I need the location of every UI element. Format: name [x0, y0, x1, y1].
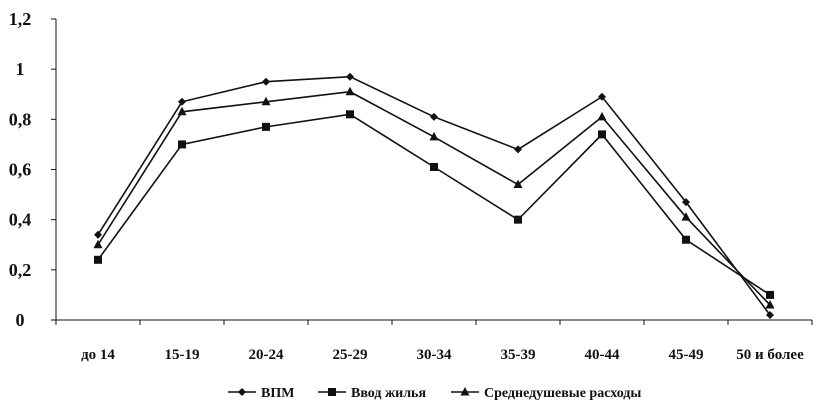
data-point	[514, 145, 522, 154]
y-tick-label: 0	[16, 310, 25, 330]
data-point	[94, 230, 102, 239]
x-tick-label: 20-24	[249, 347, 284, 363]
data-point	[765, 299, 775, 309]
legend-entry: Ввод жилья	[318, 386, 426, 401]
legend-marker	[238, 388, 246, 396]
y-tick-label: 0,6	[9, 160, 32, 180]
series-line	[97, 90, 771, 306]
x-tick-label: 30-34	[417, 347, 452, 363]
legend: ВПМ Ввод жилья Среднедушевые расходы	[228, 386, 641, 401]
series-line	[97, 75, 771, 316]
data-point	[597, 111, 607, 121]
data-point	[178, 97, 186, 106]
legend-entry: Среднедушевые расходы	[451, 386, 641, 401]
series-1	[94, 72, 774, 319]
data-point	[261, 96, 271, 106]
data-point	[429, 131, 439, 141]
legend-label: ВПМ	[261, 386, 294, 401]
data-point	[682, 235, 690, 244]
x-tick-label: 50 и более	[736, 347, 804, 363]
data-point	[346, 110, 354, 119]
y-tick-label: 1	[16, 59, 25, 79]
x-axis: до 14 15-19 20-24 25-29 30-34 35-39 40-44 45-49…	[55, 319, 813, 363]
data-point	[93, 239, 103, 249]
data-point	[345, 86, 355, 96]
x-tick-label: 15-19	[165, 347, 200, 363]
legend-entry: ВПМ	[228, 386, 294, 401]
y-tick-label: 0,4	[9, 210, 32, 230]
data-point	[598, 92, 606, 101]
data-point	[346, 72, 354, 81]
y-axis: 0 0,2 0,4 0,6 0,8 1 1,2	[9, 9, 57, 330]
data-point	[682, 198, 690, 207]
data-point	[430, 162, 438, 171]
x-tick-label: 35-39	[501, 347, 536, 363]
data-point	[178, 140, 186, 149]
legend-marker	[328, 388, 336, 396]
x-tick-label: 45-49	[669, 347, 704, 363]
series-layer	[93, 72, 775, 319]
y-tick-label: 1,2	[9, 9, 32, 29]
series-3	[93, 86, 775, 309]
x-tick-label: до 14	[81, 347, 115, 363]
series-line	[97, 113, 771, 296]
data-point	[177, 106, 187, 116]
data-point	[513, 179, 523, 189]
data-point	[766, 310, 774, 319]
data-point	[598, 130, 606, 139]
y-tick-label: 0,8	[9, 109, 32, 129]
data-point	[94, 255, 102, 264]
y-tick-label: 0,2	[9, 260, 32, 280]
x-tick-label: 25-29	[333, 347, 368, 363]
data-point	[766, 290, 774, 299]
legend-label: Среднедушевые расходы	[484, 386, 641, 401]
data-point	[262, 122, 270, 131]
data-point	[262, 77, 270, 86]
legend-label: Ввод жилья	[351, 386, 426, 401]
legend-marker	[460, 387, 470, 396]
x-tick-label: 40-44	[585, 347, 620, 363]
series-2	[94, 110, 774, 299]
data-point	[430, 112, 438, 121]
data-point	[681, 212, 691, 221]
data-point	[514, 215, 522, 224]
